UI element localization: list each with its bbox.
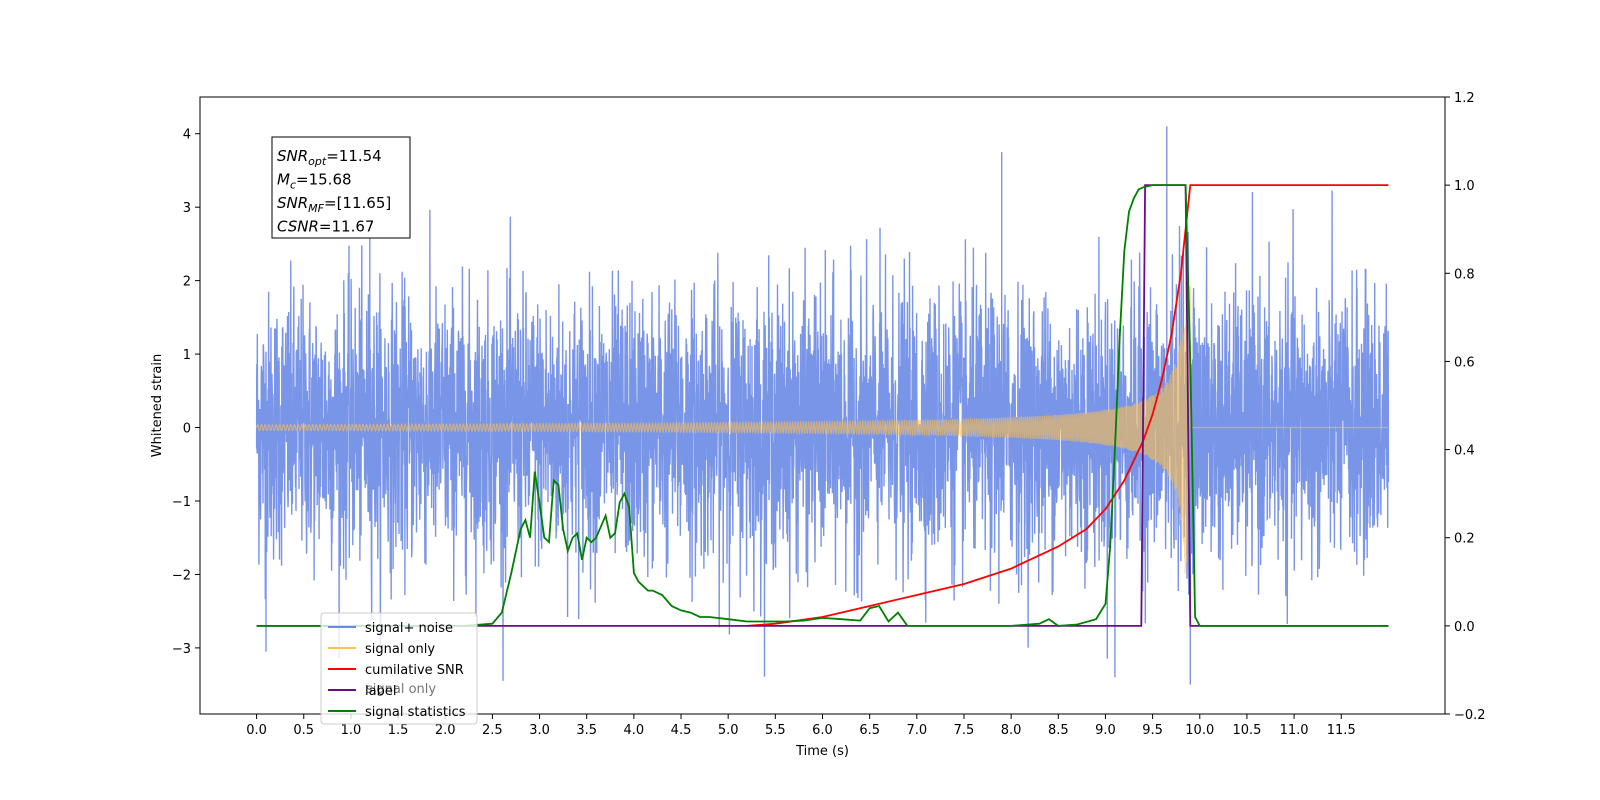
x-tick-label: 9.5 [1142, 723, 1163, 738]
series-signal-only [256, 280, 1389, 574]
x-tick-label: 6.0 [812, 723, 833, 738]
y-left-tick-label: 2 [183, 275, 191, 290]
legend: signal only signal+ noise signal only cumil… [320, 612, 478, 725]
y-axis-label: Whitened strain [150, 354, 165, 457]
x-tick-label: 1.5 [388, 723, 409, 738]
x-tick-label: 5.0 [718, 723, 739, 738]
y-left-tick-label: −2 [172, 568, 191, 583]
y-left-tick-label: 1 [183, 348, 191, 363]
y-right-tick-label: 0.0 [1454, 620, 1475, 635]
y-right-tick-label: −0.2 [1454, 708, 1486, 723]
x-tick-label: 3.0 [529, 723, 550, 738]
y-right-tick-label: 1.2 [1454, 91, 1475, 106]
x-tick-label: 8.5 [1048, 723, 1069, 738]
x-tick-label: 2.5 [482, 723, 503, 738]
y-left-tick-label: −1 [172, 495, 191, 510]
legend-frame [320, 612, 478, 725]
x-tick-label: 9.0 [1095, 723, 1116, 738]
legend-label: label [365, 684, 396, 699]
y-axis-right: 1.2 1.0 0.8 0.6 0.4 0.2 0.0 −0.2 [1445, 91, 1486, 723]
x-axis-label: Time (s) [795, 744, 849, 759]
y-right-tick-label: 0.8 [1454, 267, 1475, 282]
annotation-frame [271, 136, 411, 239]
y-right-tick-label: 0.6 [1454, 355, 1475, 370]
annotation-line: CSNR=11.67 [277, 218, 374, 236]
x-axis: 0.0 0.5 1.0 1.5 2.0 2.5 3.0 3.5 4.0 4.5 5.0 5.5 6.0 6… [246, 714, 1356, 738]
annotation-line: SNRMF=[11.65] [277, 194, 391, 215]
x-tick-label: 3.5 [576, 723, 597, 738]
y-left-tick-label: −3 [172, 642, 191, 657]
x-tick-label: 0.5 [293, 723, 314, 738]
annotation-line: SNRopt=11.54 [277, 147, 382, 168]
x-tick-label: 2.0 [435, 723, 456, 738]
y-left-tick-label: 4 [183, 128, 191, 143]
y-right-tick-label: 1.0 [1454, 179, 1475, 194]
x-tick-label: 11.0 [1280, 723, 1309, 738]
x-tick-label: 7.5 [954, 723, 975, 738]
x-tick-label: 6.5 [859, 723, 880, 738]
x-tick-label: 4.0 [624, 723, 645, 738]
annotation-line: Mc=15.68 [277, 171, 352, 192]
series-signal-statistics [256, 184, 1389, 627]
x-tick-label: 1.0 [341, 723, 362, 738]
plot-area [255, 126, 1390, 685]
y-axis-left: 4 3 2 1 0 −1 −2 −3 [172, 128, 200, 657]
x-tick-label: 0.0 [246, 723, 267, 738]
x-tick-label: 10.5 [1232, 723, 1261, 738]
legend-label: signal statistics [365, 705, 466, 720]
legend-label: cumilative SNR [365, 663, 464, 678]
x-tick-label: 8.0 [1001, 723, 1022, 738]
series-signal-noise [255, 126, 1390, 685]
x-tick-label: 5.5 [765, 723, 786, 738]
legend-label: signal+ noise [365, 621, 453, 636]
legend-label: signal only [365, 642, 435, 657]
y-left-tick-label: 0 [183, 422, 191, 437]
y-right-tick-label: 0.4 [1454, 444, 1475, 459]
y-left-tick-label: 3 [183, 201, 191, 216]
x-tick-label: 11.5 [1327, 723, 1356, 738]
x-tick-label: 7.0 [906, 723, 927, 738]
series-cumilative-snr [746, 184, 1389, 627]
y-right-tick-label: 0.2 [1454, 532, 1475, 547]
x-tick-label: 4.5 [671, 723, 692, 738]
x-tick-label: 10.0 [1185, 723, 1214, 738]
legend-ghost-text: signal only [366, 682, 436, 697]
